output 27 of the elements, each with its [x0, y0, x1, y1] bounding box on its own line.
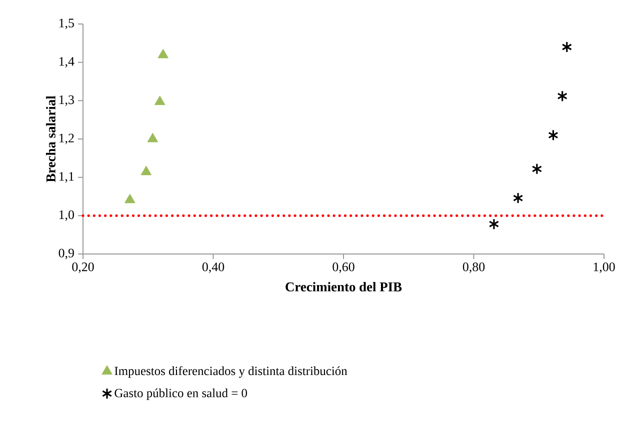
point — [147, 132, 158, 142]
point — [124, 194, 136, 204]
point — [154, 96, 166, 106]
point — [512, 192, 524, 204]
y-tick-label: 1,3 — [59, 95, 74, 106]
y-tick-label: 1,5 — [59, 18, 74, 30]
y-tick-label: 0,9 — [58, 248, 74, 260]
y-axis-title: Brecha salarial — [46, 96, 56, 182]
x-tick-label: 0,60 — [332, 262, 354, 274]
legend-label: Gasto público en salud = 0 — [114, 388, 248, 400]
point — [140, 166, 152, 176]
point — [532, 163, 542, 175]
point — [557, 90, 568, 102]
point — [158, 48, 169, 58]
x-axis-title: Crecimiento del PIB — [286, 282, 402, 292]
legend-label: Impuestos diferenciados y distinta distribución — [114, 366, 348, 378]
x-tick-label: 1,00 — [594, 262, 615, 274]
y-tick-label: 1,4 — [59, 57, 74, 68]
x-tick-label: 0,40 — [202, 262, 224, 274]
x-tick-label: 0,80 — [462, 262, 485, 274]
y-tick-label: 1,2 — [59, 134, 74, 144]
y-tick-label: 1,0 — [59, 210, 74, 221]
point — [562, 41, 572, 53]
x-tick-label: 0,20 — [72, 262, 94, 274]
point — [488, 218, 500, 230]
point — [548, 129, 558, 141]
y-tick-label: 1,1 — [59, 172, 74, 183]
